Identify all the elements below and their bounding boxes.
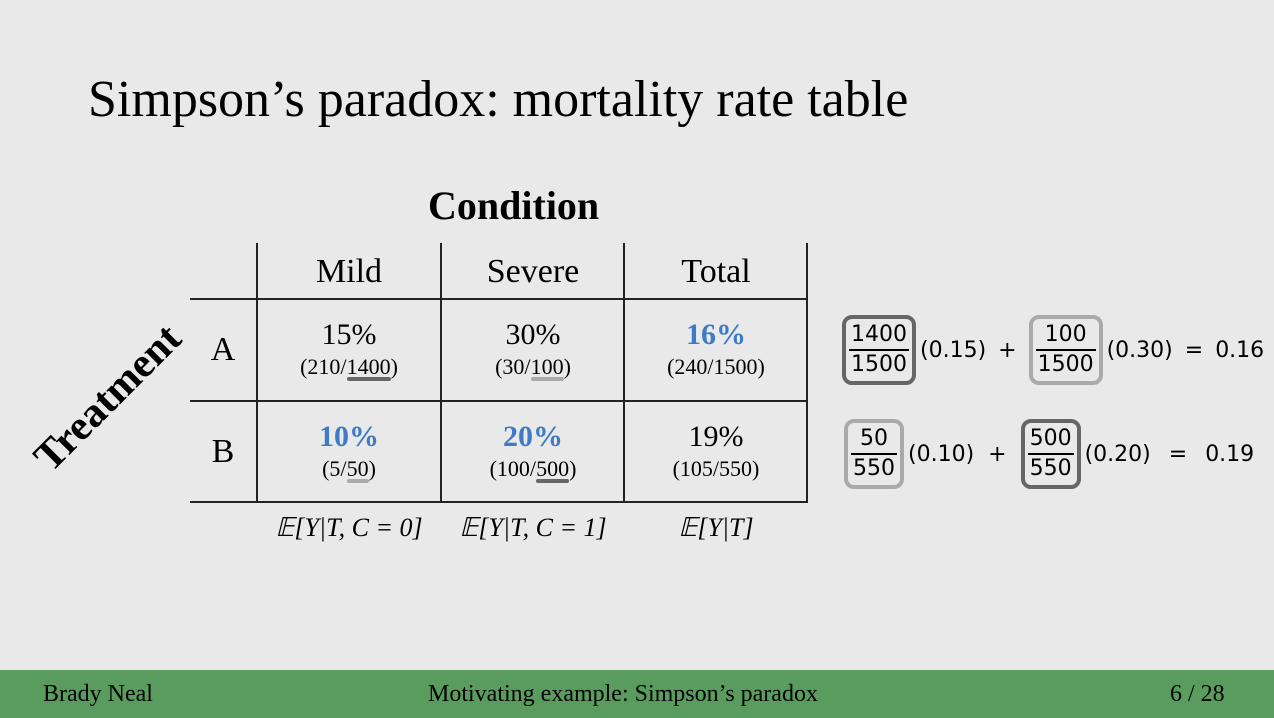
plus-sign: + bbox=[998, 337, 1017, 363]
cell-b-mild: 10% (5/50) bbox=[257, 420, 441, 484]
equals-sign: = bbox=[1168, 441, 1188, 467]
underline-marker bbox=[530, 377, 564, 381]
underline-marker bbox=[346, 377, 391, 381]
column-header-severe: Severe bbox=[486, 253, 580, 290]
underline-marker bbox=[536, 479, 570, 483]
table-vline bbox=[440, 243, 442, 502]
footer-page-number: 6 / 28 bbox=[1170, 681, 1225, 707]
cell-a-total: 16% (240/1500) bbox=[624, 318, 808, 382]
cell-b-severe: 20% (100/500) bbox=[441, 420, 625, 484]
cell-percent: 19% bbox=[688, 420, 744, 453]
underline-marker bbox=[346, 479, 369, 483]
cell-fraction: (30/100) bbox=[495, 354, 571, 381]
equation-result: 0.16 bbox=[1215, 337, 1265, 363]
footer-section: Motivating example: Simpson’s paradox bbox=[428, 681, 818, 707]
cell-a-severe: 30% (30/100) bbox=[441, 318, 625, 382]
condition-label: Condition bbox=[428, 183, 600, 228]
rate-coefficient: (0.20) bbox=[1084, 441, 1151, 467]
rate-coefficient: (0.30) bbox=[1106, 337, 1173, 363]
cell-a-mild: 15% (210/1400) bbox=[257, 318, 441, 382]
table-vline bbox=[806, 243, 808, 502]
row-header-b: B bbox=[211, 433, 235, 470]
cell-percent: 15% bbox=[321, 318, 377, 351]
equation-result: 0.19 bbox=[1205, 441, 1255, 467]
cell-fraction: (5/50) bbox=[322, 456, 376, 483]
plus-sign: + bbox=[988, 441, 1007, 467]
cell-percent: 30% bbox=[505, 318, 561, 351]
weight-fraction: 100 1500 bbox=[1028, 315, 1103, 385]
row-header-a: A bbox=[210, 331, 236, 368]
equation-a: 1400 1500 (0.15) + 100 1500 (0.30) = 0.16 bbox=[842, 315, 1265, 385]
footer-author: Brady Neal bbox=[43, 681, 153, 707]
equation-b: 50 550 (0.10) + 500 550 (0.20) = 0.19 bbox=[842, 419, 1255, 489]
table-hline bbox=[190, 501, 808, 503]
table-hline bbox=[190, 298, 808, 300]
cell-percent: 20% bbox=[503, 420, 563, 453]
weight-fraction: 50 550 bbox=[844, 419, 904, 489]
slide-footer: Brady Neal Motivating example: Simpson’s… bbox=[0, 670, 1274, 718]
cell-b-total: 19% (105/550) bbox=[624, 420, 808, 484]
weight-fraction: 1400 1500 bbox=[842, 315, 916, 385]
slide-title: Simpson’s paradox: mortality rate table bbox=[88, 71, 909, 128]
expectation-severe: 𝔼[Y|T, C = 1] bbox=[459, 513, 607, 542]
treatment-label: Treatment bbox=[25, 315, 191, 481]
column-header-total: Total bbox=[681, 253, 751, 290]
cell-fraction: (100/500) bbox=[489, 456, 577, 483]
weight-fraction: 500 550 bbox=[1020, 419, 1081, 489]
rate-coefficient: (0.10) bbox=[908, 441, 975, 467]
column-header-mild: Mild bbox=[315, 253, 383, 290]
table-hline bbox=[190, 400, 808, 402]
cell-percent: 10% bbox=[319, 420, 379, 453]
table-vline bbox=[623, 243, 625, 502]
expectation-total: 𝔼[Y|T] bbox=[678, 513, 754, 542]
table-vline bbox=[256, 243, 258, 502]
cell-fraction: (105/550) bbox=[672, 456, 760, 481]
rate-coefficient: (0.15) bbox=[920, 337, 987, 363]
cell-fraction: (240/1500) bbox=[667, 354, 765, 379]
expectation-mild: 𝔼[Y|T, C = 0] bbox=[275, 513, 423, 542]
equals-sign: = bbox=[1184, 337, 1204, 363]
cell-fraction: (210/1400) bbox=[300, 354, 398, 381]
cell-percent: 16% bbox=[686, 318, 746, 351]
